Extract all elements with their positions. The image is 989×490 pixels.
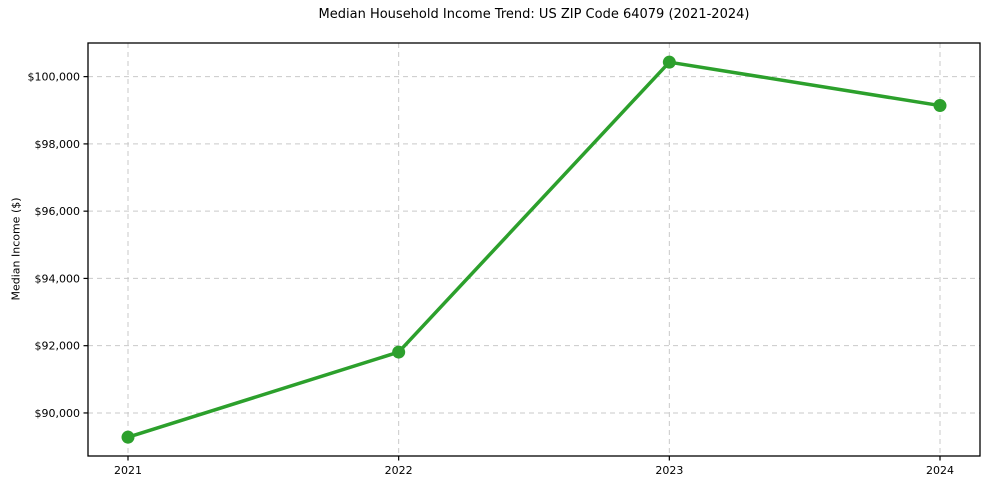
plot-frame [87, 42, 981, 457]
x-tick-label: 2021 [114, 464, 142, 477]
data-point [662, 55, 676, 69]
chart-title: Median Household Income Trend: US ZIP Co… [318, 7, 750, 22]
y-tick-label: $94,000 [35, 272, 81, 285]
data-point [933, 99, 947, 113]
data-line [126, 60, 942, 439]
y-tick-label: $90,000 [35, 407, 81, 420]
y-tick-label: $96,000 [35, 205, 81, 218]
x-tick-label: 2024 [926, 464, 954, 477]
data-point [121, 430, 135, 444]
y-tick-label: $98,000 [35, 138, 81, 151]
y-tick-label: $92,000 [35, 340, 81, 353]
y-tick-label: $100,000 [28, 71, 81, 84]
data-point [392, 345, 406, 359]
x-tick-label: 2023 [655, 464, 683, 477]
x-tick-label: 2022 [385, 464, 413, 477]
